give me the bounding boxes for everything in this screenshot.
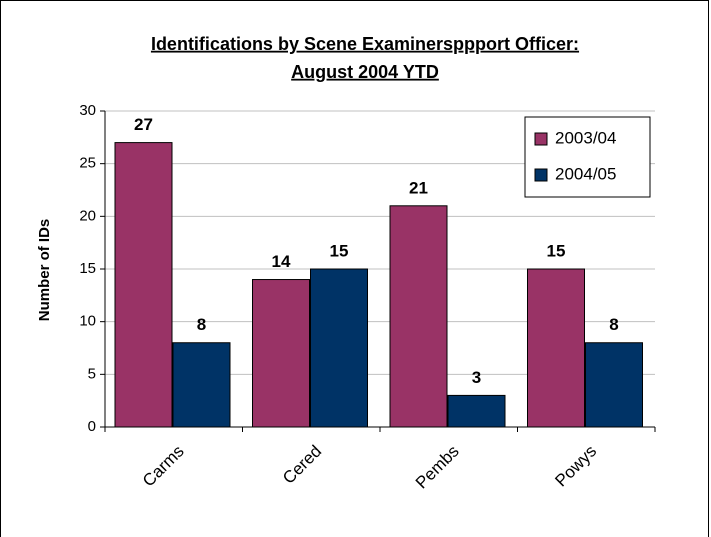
- bar: [310, 268, 368, 428]
- y-tick-label: 25: [79, 155, 96, 172]
- y-tick-label: 5: [88, 365, 96, 382]
- value-label: 8: [197, 315, 206, 334]
- legend-box: [524, 116, 651, 198]
- y-tick-label: 0: [88, 418, 96, 435]
- y-axis-label: Number of IDs: [36, 219, 53, 322]
- y-tick-label: 20: [79, 207, 96, 224]
- legend-swatch: [534, 168, 548, 182]
- bar: [389, 205, 448, 428]
- chart-subtitle: August 2004 YTD: [291, 62, 439, 82]
- chart-title: Identifications by Scene Examinersppport…: [151, 34, 579, 54]
- legend-label: 2004/05: [555, 164, 616, 183]
- bar: [172, 342, 231, 428]
- value-label: 27: [134, 115, 153, 134]
- value-label: 21: [409, 178, 428, 197]
- y-tick-label: 10: [79, 313, 96, 330]
- bar: [585, 342, 643, 428]
- value-label: 3: [472, 368, 481, 387]
- y-tick-label: 30: [79, 102, 96, 119]
- value-label: 15: [547, 241, 566, 260]
- bar: [114, 142, 173, 428]
- value-label: 8: [609, 315, 618, 334]
- bar: [252, 279, 310, 428]
- value-label: 15: [330, 241, 349, 260]
- bar: [527, 268, 585, 428]
- legend-label: 2003/04: [555, 128, 616, 147]
- value-label: 14: [272, 252, 291, 271]
- legend-swatch: [534, 132, 548, 146]
- y-tick-label: 15: [79, 260, 96, 277]
- bar: [447, 394, 506, 428]
